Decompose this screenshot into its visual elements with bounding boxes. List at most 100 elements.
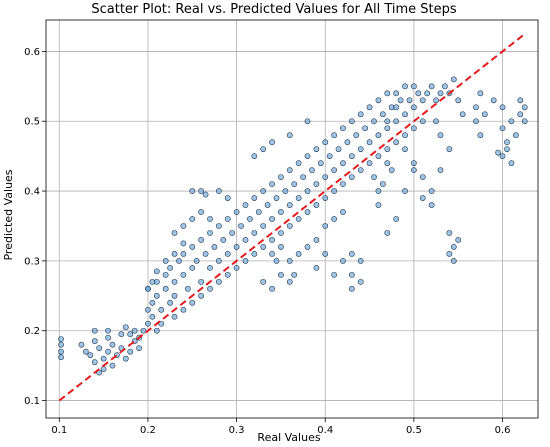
data-point (384, 230, 391, 236)
data-point (220, 237, 227, 243)
data-point (180, 223, 187, 229)
data-point (499, 153, 506, 160)
data-point (171, 292, 178, 299)
data-point (419, 195, 426, 201)
data-point (402, 146, 408, 153)
data-point (348, 174, 355, 181)
data-point (260, 223, 267, 229)
data-point (366, 139, 373, 146)
data-point (193, 257, 200, 264)
data-point (348, 251, 355, 257)
data-point (397, 97, 404, 104)
data-point (278, 209, 284, 215)
data-point (375, 97, 382, 104)
data-point (348, 153, 355, 160)
data-point (295, 251, 302, 257)
data-point (384, 125, 391, 132)
y-tick-label: 0.1 (24, 396, 40, 407)
data-point (198, 292, 205, 299)
data-point (278, 271, 284, 278)
data-point (335, 146, 342, 153)
data-point (233, 209, 240, 215)
data-point (326, 153, 333, 160)
data-point (521, 104, 528, 111)
data-point (517, 111, 524, 118)
data-point (184, 285, 191, 292)
data-point (384, 160, 391, 167)
data-point (357, 111, 364, 118)
data-point (286, 257, 293, 264)
data-point (304, 153, 311, 160)
data-point (198, 237, 205, 243)
x-tick-label: 0.2 (140, 425, 156, 436)
data-point (322, 251, 329, 257)
data-point (419, 174, 426, 181)
data-point (105, 348, 111, 355)
data-point (410, 104, 417, 111)
data-point (96, 345, 103, 352)
data-point (459, 111, 466, 118)
data-point (127, 331, 134, 338)
x-tick-label: 0.5 (406, 425, 422, 436)
data-point (473, 118, 479, 125)
data-point (512, 132, 519, 139)
data-point (233, 264, 240, 271)
data-point (504, 139, 510, 146)
data-point (189, 216, 196, 222)
data-point (58, 348, 64, 355)
data-point (269, 285, 275, 292)
data-point (322, 139, 329, 146)
data-point (269, 139, 275, 146)
data-point (446, 146, 453, 153)
data-point (362, 125, 369, 132)
data-point (145, 285, 151, 292)
data-point (450, 244, 457, 250)
data-point (388, 167, 395, 174)
data-point (357, 278, 364, 285)
data-point (331, 271, 338, 278)
data-point (118, 331, 125, 338)
data-point (162, 271, 169, 278)
data-point (105, 334, 111, 341)
data-point (450, 76, 457, 83)
data-point (340, 257, 346, 264)
data-point (331, 216, 338, 222)
data-point (78, 341, 85, 348)
data-point (517, 97, 524, 104)
data-point (406, 97, 413, 104)
data-point (313, 202, 320, 208)
data-point (437, 132, 444, 139)
data-point (242, 202, 249, 208)
data-point (286, 278, 293, 285)
data-point (313, 146, 320, 153)
data-point (371, 118, 377, 125)
data-point (153, 327, 160, 334)
data-point (58, 341, 64, 348)
data-point (171, 251, 178, 257)
data-point (171, 313, 178, 320)
y-tick-label: 0.6 (24, 47, 40, 58)
data-point (304, 188, 311, 194)
y-tick-label: 0.2 (24, 326, 40, 337)
reference-line (58, 33, 526, 402)
y-axis-label: Predicted Values (2, 169, 15, 260)
y-tick-label: 0.5 (24, 117, 40, 128)
data-point (455, 97, 462, 104)
data-point (353, 132, 360, 139)
data-point (198, 188, 205, 194)
data-point (251, 251, 258, 257)
data-point (100, 355, 107, 362)
data-point (100, 366, 107, 373)
data-point (269, 251, 275, 257)
data-point (340, 181, 346, 187)
data-point (87, 352, 94, 359)
data-point (122, 355, 129, 362)
data-point (393, 104, 400, 111)
data-point (331, 132, 338, 139)
data-point (393, 216, 400, 222)
data-point (189, 244, 196, 250)
data-point (167, 264, 174, 271)
data-point (251, 195, 258, 201)
data-point (215, 278, 222, 285)
data-point (233, 244, 240, 250)
